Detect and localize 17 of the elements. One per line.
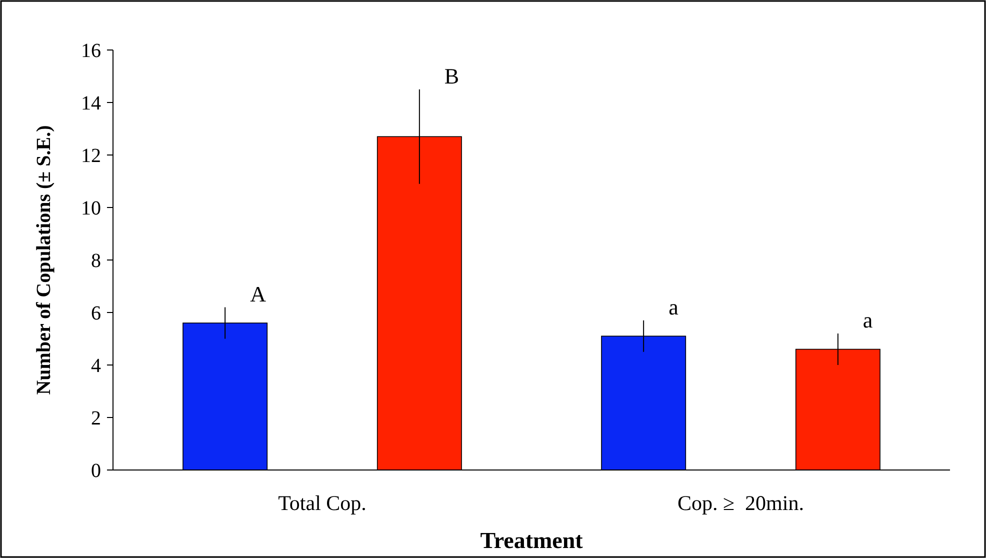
y-tick-label: 8 (91, 250, 101, 272)
y-tick-label: 16 (81, 40, 101, 62)
y-tick-label: 0 (91, 460, 101, 482)
annotation: A (250, 281, 266, 306)
annotation: B (444, 63, 460, 88)
annotation: a (668, 294, 679, 320)
y-tick-label: 2 (91, 408, 101, 430)
y-tick-label: 12 (81, 145, 101, 167)
x-axis-title: Treatment (480, 528, 584, 553)
x-tick-label: Total Cop. (278, 491, 366, 515)
y-tick-label: 6 (91, 302, 101, 324)
annotation: a (862, 308, 873, 332)
y-axis-title: Number of Copulations (± S.E.) (33, 125, 55, 395)
y-tick-label: 10 (81, 198, 101, 220)
x-tick-label: Cop. ≥ 20min. (678, 491, 804, 515)
y-tick-label: 14 (81, 92, 101, 114)
y-tick-label: 4 (91, 355, 101, 377)
